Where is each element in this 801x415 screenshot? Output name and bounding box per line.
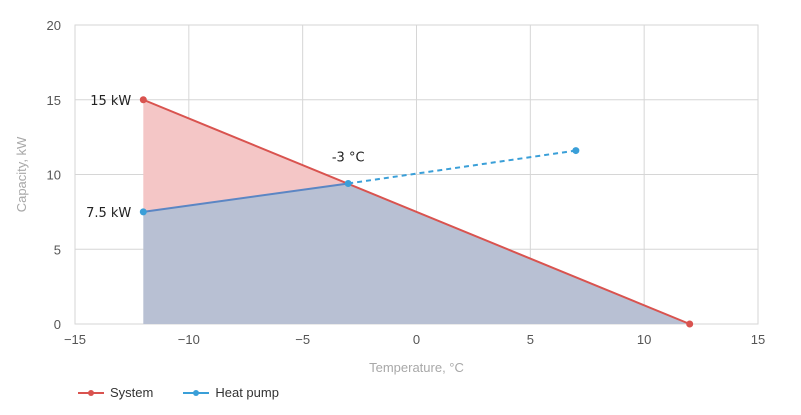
legend: System Heat pump	[78, 385, 279, 400]
x-tick-label: 5	[527, 332, 534, 347]
x-tick-label: −10	[178, 332, 200, 347]
x-tick-label: −5	[295, 332, 310, 347]
x-axis-title: Temperature, °C	[369, 360, 464, 375]
data-point-heat-pump	[344, 179, 352, 187]
y-tick-label: 10	[47, 168, 61, 183]
chart: −15 −10 −5 0 5 10 15 0 5 10 15 20 15 kW 7.5 kW -3 °C Te…	[14, 18, 765, 375]
legend-label-system: System	[110, 385, 154, 400]
data-point-system	[139, 96, 147, 104]
x-tick-label: −15	[64, 332, 86, 347]
shaded-area-system-deficit	[143, 99, 349, 212]
annotation-label: 15 kW	[90, 94, 131, 109]
y-tick-label: 0	[54, 317, 61, 332]
x-tick-label: 0	[413, 332, 420, 347]
series-line-heat-pump	[143, 182, 349, 213]
data-point-heat-pump	[139, 208, 147, 216]
y-tick-label: 15	[47, 93, 61, 108]
data-point-system	[686, 320, 694, 328]
y-tick-label: 5	[54, 242, 61, 257]
shaded-area-covered	[143, 183, 690, 324]
series-line-system	[142, 98, 691, 325]
x-tick-label: 10	[637, 332, 651, 347]
annotation-label: 7.5 kW	[86, 206, 131, 221]
series-line-heat-pump-dashed	[348, 149, 577, 185]
legend-item-system[interactable]: System	[78, 385, 153, 400]
annotation-label: -3 °C	[332, 150, 365, 165]
legend-swatch-system	[78, 386, 104, 400]
y-tick-label: 20	[47, 18, 61, 33]
x-tick-label: 15	[751, 332, 765, 347]
legend-label-heat-pump: Heat pump	[215, 385, 279, 400]
data-point-heat-pump	[572, 147, 580, 155]
legend-item-heat-pump[interactable]: Heat pump	[183, 385, 279, 400]
y-axis-title: Capacity, kW	[14, 136, 29, 212]
legend-swatch-heat-pump	[183, 386, 210, 400]
